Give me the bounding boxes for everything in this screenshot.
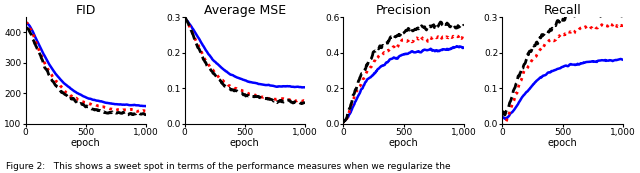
- X-axis label: epoch: epoch: [389, 138, 419, 148]
- Title: Average MSE: Average MSE: [204, 4, 286, 17]
- X-axis label: epoch: epoch: [230, 138, 260, 148]
- Text: Figure 2:   This shows a sweet spot in terms of the performance measures when we: Figure 2: This shows a sweet spot in ter…: [6, 162, 451, 171]
- Title: Recall: Recall: [544, 4, 582, 17]
- Title: FID: FID: [76, 4, 96, 17]
- Title: Precision: Precision: [376, 4, 431, 17]
- X-axis label: epoch: epoch: [548, 138, 577, 148]
- X-axis label: epoch: epoch: [71, 138, 100, 148]
